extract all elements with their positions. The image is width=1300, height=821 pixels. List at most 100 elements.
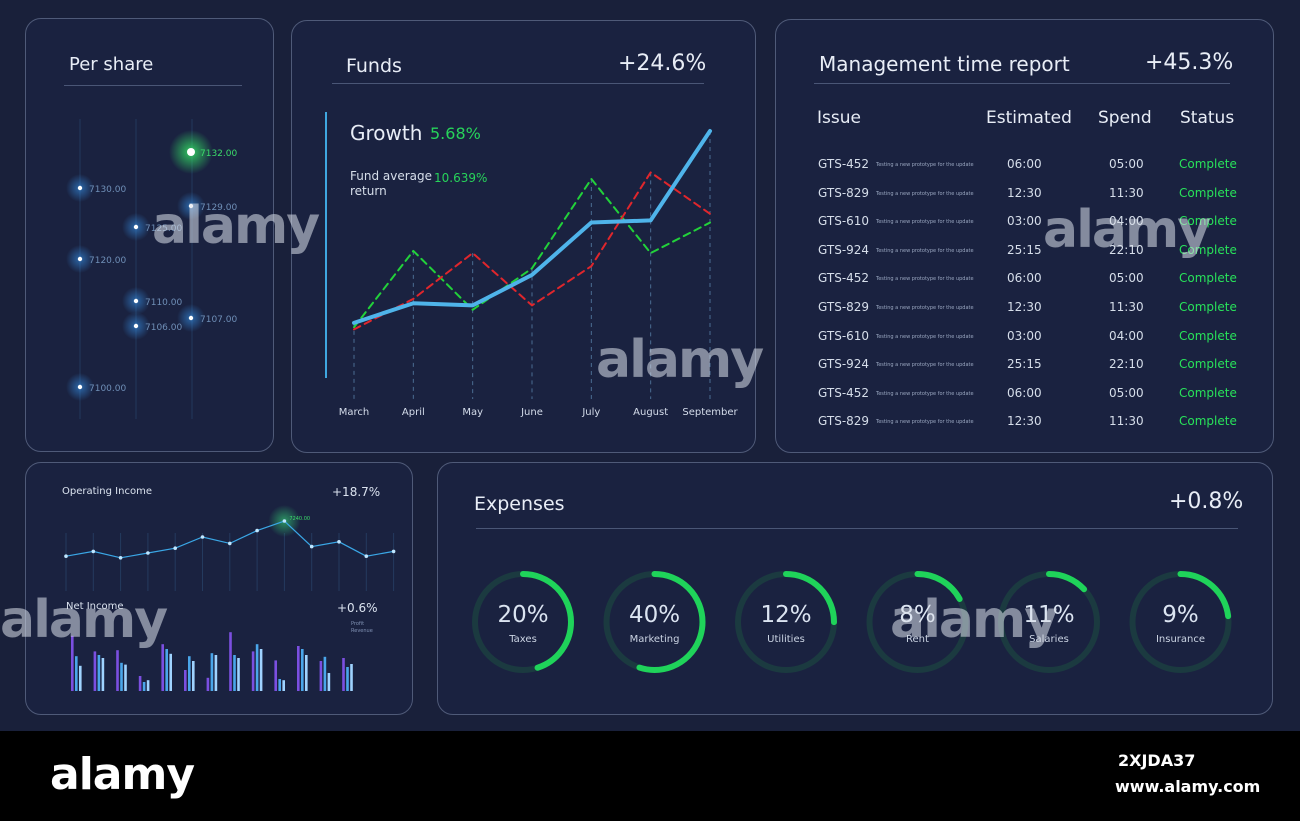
watermark-logo: alamy <box>0 590 168 650</box>
mgmt-title: Management time report <box>819 52 1070 76</box>
mgmt-cell-est: 06:00 <box>1007 385 1042 400</box>
mgmt-cell-status: Complete <box>1179 185 1237 200</box>
mgmt-change: +45.3% <box>1145 50 1234 75</box>
mgmt-cell-desc: Testing a new prototype for the update <box>876 219 974 226</box>
funds-accent-bar <box>325 112 327 378</box>
mgmt-cell-est: 12:30 <box>1007 185 1042 200</box>
mgmt-cell-spend: 05:00 <box>1109 157 1144 171</box>
mgmt-cell-issue: GTS-924 <box>818 242 870 257</box>
per-share-point <box>187 148 195 156</box>
mgmt-cell-desc: Testing a new prototype for the update <box>876 276 974 283</box>
opinc-point <box>364 554 369 558</box>
net-income-bar <box>346 667 349 691</box>
per-share-point <box>77 256 83 262</box>
gauge-label: Salaries <box>1029 634 1069 645</box>
mgmt-cell-status: Complete <box>1179 271 1237 286</box>
mgmt-cell-issue: GTS-829 <box>818 185 870 200</box>
net-income-bar <box>120 662 123 691</box>
net-income-bar <box>169 653 172 691</box>
net-income-bar <box>259 649 263 691</box>
per-share-point-label: 7129.00 <box>200 203 237 213</box>
mgmt-cell-issue: GTS-829 <box>818 300 870 314</box>
expenses-divider <box>476 528 1238 529</box>
mgmt-cell-spend: 05:00 <box>1109 271 1144 286</box>
mgmt-cell-issue: GTS-924 <box>818 357 870 372</box>
net-income-bar <box>319 661 323 691</box>
funds-series-1 <box>352 129 712 325</box>
per-share-title: Per share <box>69 54 154 75</box>
gauge-fill-utilities <box>735 571 837 673</box>
mgmt-cell-status: Complete <box>1179 157 1237 171</box>
per-share-point <box>188 203 194 209</box>
opinc-annotation: 7240.00 <box>289 516 310 522</box>
col-spend-header[interactable]: Spend <box>1098 108 1152 128</box>
gauge-percent: 9% <box>1162 602 1199 628</box>
expenses-panel: Expenses +0.8% 20% Taxes 40% Marketing 12% Ut… <box>437 462 1273 715</box>
per-share-point <box>133 323 139 329</box>
watermark-logo: alamy <box>152 196 320 256</box>
net-income-bar <box>138 676 142 691</box>
mgmt-cell-status: Complete <box>1179 385 1237 400</box>
mgmt-cell-est: 06:00 <box>1007 271 1042 286</box>
funds-change: +24.6% <box>618 51 707 76</box>
opinc-point <box>146 551 150 555</box>
fund-average-label-1: Fund average <box>350 169 433 183</box>
gauge-percent: 12% <box>760 602 812 628</box>
mgmt-cell-status: Complete <box>1179 214 1237 229</box>
opinc-point <box>255 528 259 533</box>
net-income-bar <box>75 656 78 691</box>
funds-x-tick: May <box>462 407 483 418</box>
opinc-point <box>337 540 341 544</box>
mgmt-cell-issue: GTS-452 <box>818 157 870 171</box>
col-estimated-header[interactable]: Estimated <box>986 108 1072 128</box>
fund-average-value: 10.639% <box>434 171 488 185</box>
opinc-point <box>391 549 396 554</box>
mgmt-cell-est: 03:00 <box>1007 328 1042 343</box>
mgmt-cell-desc: Testing a new prototype for the update <box>876 419 974 426</box>
gauge-percent: 20% <box>497 602 549 628</box>
net-income-bar <box>146 680 150 691</box>
mgmt-cell-desc: Testing a new prototype for the update <box>876 362 974 369</box>
opinc-point <box>282 519 287 523</box>
col-issue-header[interactable]: Issue <box>817 108 861 128</box>
mgmt-cell-status: Complete <box>1179 414 1237 429</box>
opinc-point <box>118 556 123 560</box>
mgmt-cell-desc: Testing a new prototype for the update <box>876 390 974 397</box>
net-income-bar <box>229 632 232 691</box>
net-income-bar <box>350 664 353 691</box>
net-income-bar <box>305 655 308 691</box>
per-share-chart: 7132.00 7130.00 7129.00 7125.00 7120.00 7110.… <box>66 119 237 419</box>
per-share-point-label: 7132.00 <box>200 149 237 159</box>
funds-x-tick: July <box>581 407 600 418</box>
operating-income-title: Operating Income <box>62 486 152 497</box>
mgmt-cell-est: 12:30 <box>1007 414 1042 429</box>
mgmt-cell-spend: 05:00 <box>1109 385 1144 400</box>
footer-url[interactable]: www.alamy.com <box>1115 777 1261 796</box>
mgmt-cell-spend: 04:00 <box>1109 328 1144 343</box>
income-panel: Operating Income +18.7% Net Income +0.6%… <box>25 462 413 715</box>
mgmt-cell-issue: GTS-610 <box>818 214 870 229</box>
col-status-header[interactable]: Status <box>1180 108 1235 128</box>
expenses-title: Expenses <box>474 493 565 515</box>
footer-brand-logo: alamy <box>50 749 195 800</box>
opinc-point <box>228 541 232 546</box>
funds-x-tick: September <box>682 407 738 418</box>
mgmt-cell-est: 03:00 <box>1007 214 1042 229</box>
opinc-point <box>200 535 205 539</box>
net-income-bar <box>278 679 281 691</box>
funds-title: Funds <box>346 55 402 77</box>
per-share-point-label: 7110.00 <box>145 298 182 308</box>
funds-series-2 <box>353 177 711 329</box>
opinc-point <box>91 549 96 554</box>
gauge-label: Utilities <box>767 634 805 645</box>
per-share-point-label: 7106.00 <box>145 323 182 333</box>
mgmt-cell-spend: 11:30 <box>1109 414 1144 429</box>
mgmt-cell-spend: 11:30 <box>1109 300 1144 314</box>
watermark-logo: alamy <box>596 330 764 390</box>
gauge-label: Insurance <box>1155 634 1206 645</box>
funds-x-tick: August <box>633 407 668 418</box>
net-income-legend-revenue: Revenue <box>351 628 373 634</box>
gauge-fill-rent <box>866 571 969 673</box>
expense-gauge-rings <box>472 571 1232 673</box>
mgmt-cell-status: Complete <box>1179 328 1237 343</box>
